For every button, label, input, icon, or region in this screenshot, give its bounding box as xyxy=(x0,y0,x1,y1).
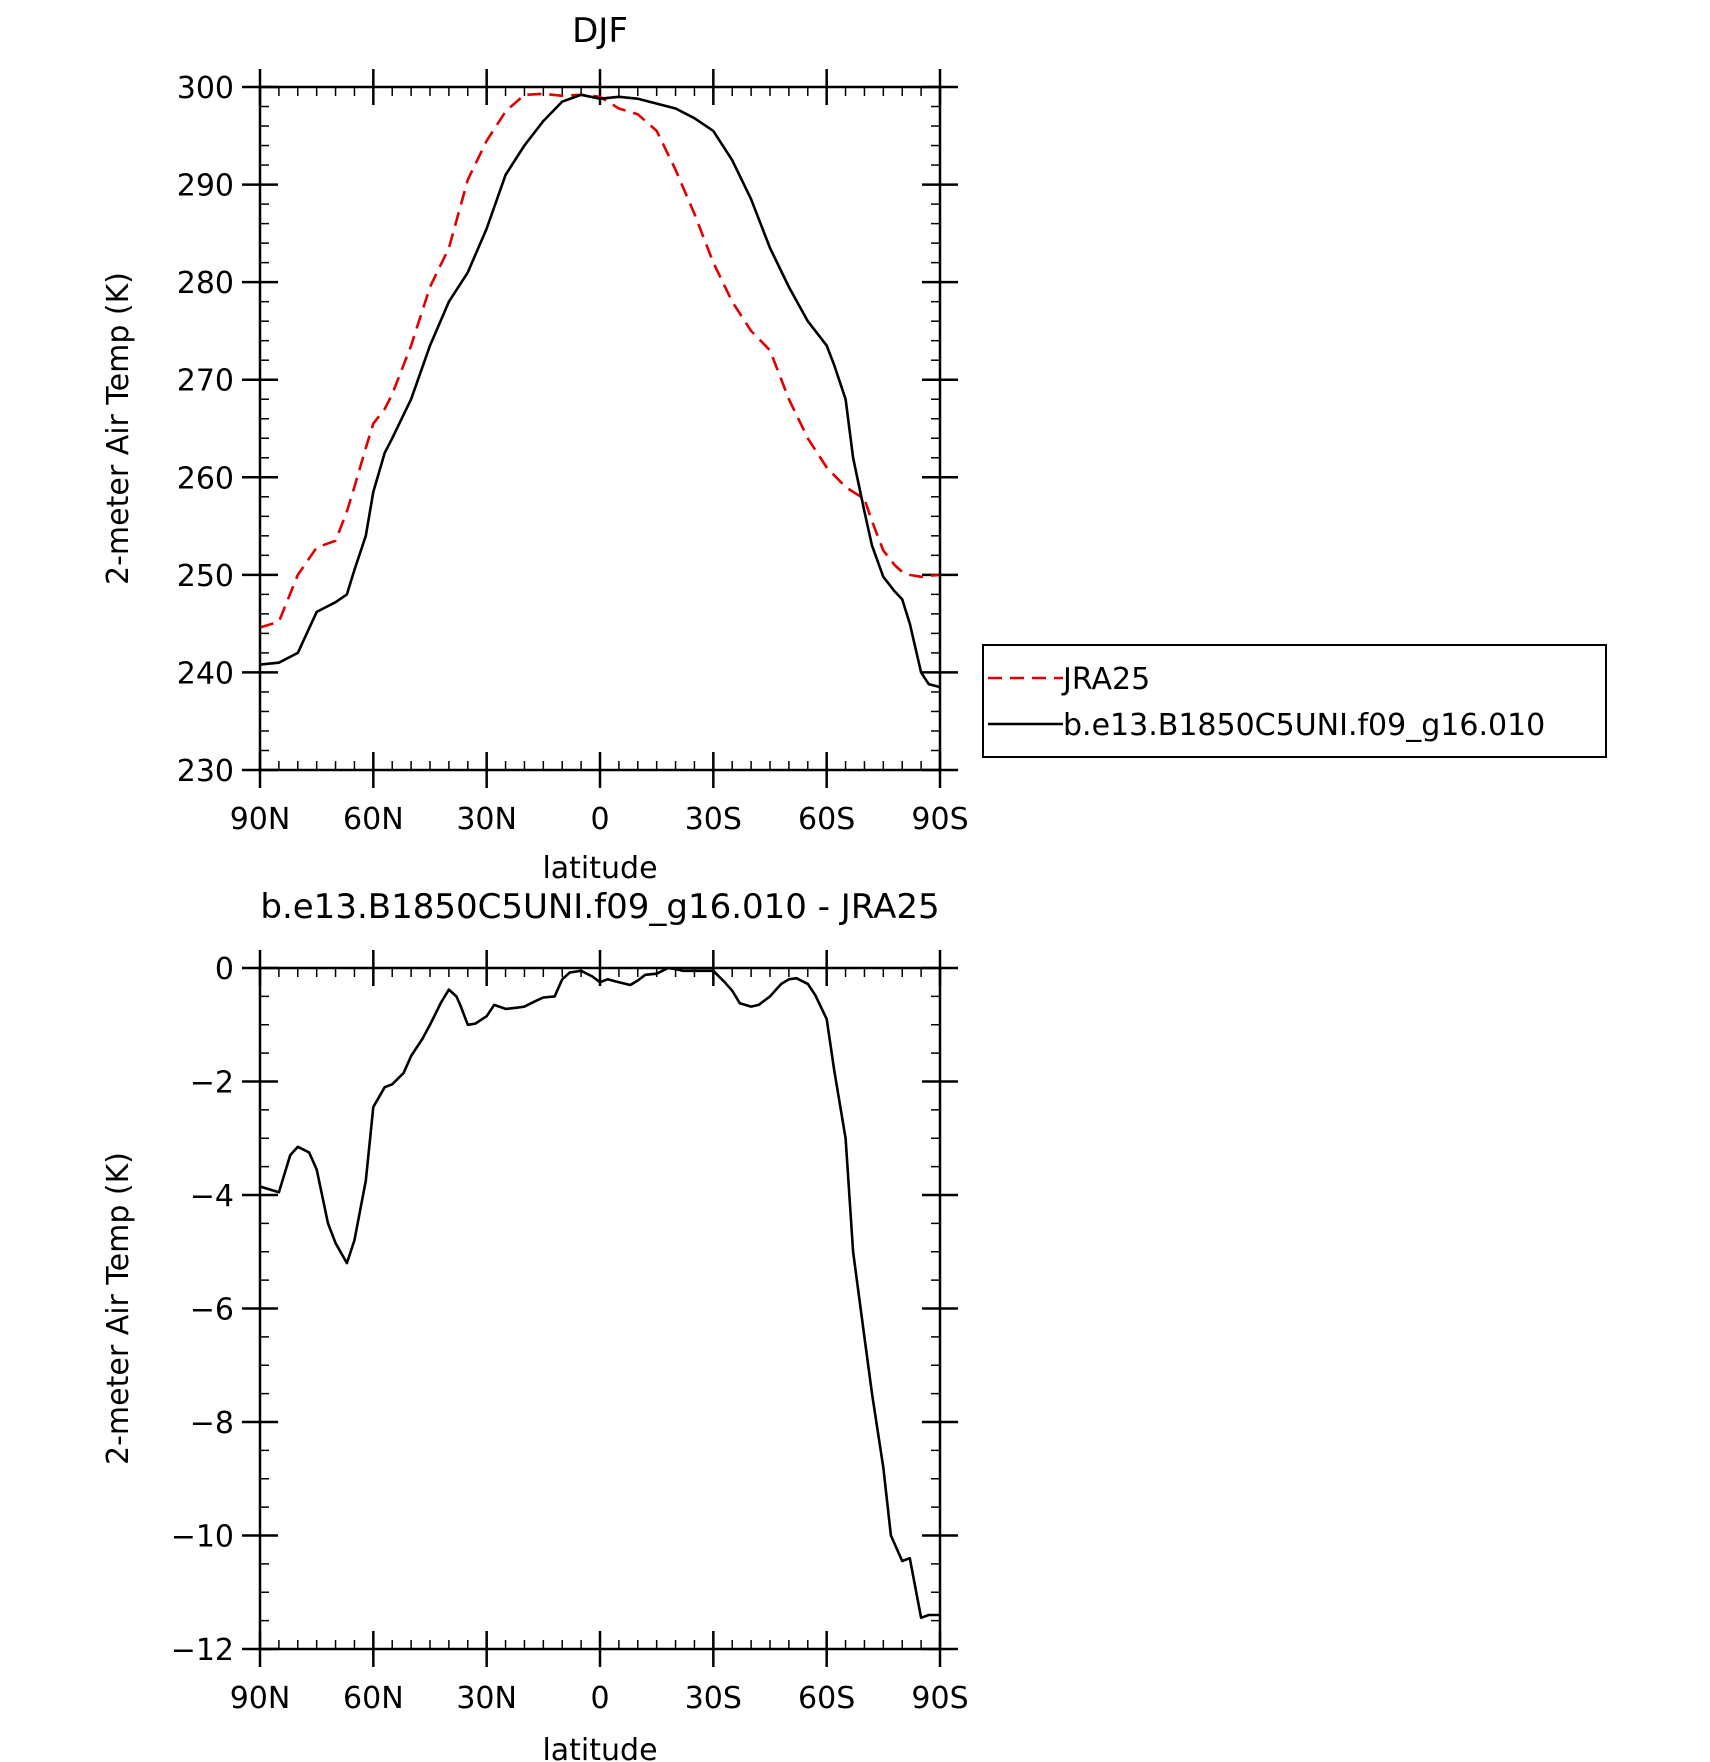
x-tick-label: 30S xyxy=(685,1681,742,1716)
plot-frame xyxy=(258,966,942,1651)
series-line-0 xyxy=(259,966,940,1620)
chart-title: DJF xyxy=(572,11,628,51)
y-tick-label: −6 xyxy=(190,1293,234,1328)
x-tick-label: 0 xyxy=(590,1681,609,1716)
x-tick-label: 30N xyxy=(456,1681,517,1716)
panel-top: DJF 300 290 280 270 260 250 240 230 90N 60N 30N 0 30S… xyxy=(101,11,1607,886)
y-tick-label: −8 xyxy=(190,1406,234,1441)
y-tick-label: 270 xyxy=(177,364,234,399)
y-tick-label: 280 xyxy=(177,266,234,301)
series-line-0 xyxy=(259,92,941,629)
plot-frame xyxy=(258,85,942,772)
y-tick-label: −10 xyxy=(171,1520,234,1555)
y-tick-label: −12 xyxy=(171,1633,234,1668)
x-tick-label: 60S xyxy=(798,1681,855,1716)
x-tick-label: 60N xyxy=(343,802,404,837)
y-tick-label: 0 xyxy=(215,952,234,987)
y-axis-label: 2-meter Air Temp (K) xyxy=(101,272,136,585)
y-tick-label: 230 xyxy=(177,754,234,789)
legend: JRA25 b.e13.B1850C5UNI.f09_g16.010 xyxy=(982,644,1607,758)
legend-box xyxy=(982,644,1607,758)
y-axis-label: 2-meter Air Temp (K) xyxy=(101,1152,136,1465)
x-axis-label: latitude xyxy=(542,1733,657,1762)
chart-title: b.e13.B1850C5UNI.f09_g16.010 - JRA25 xyxy=(260,887,939,927)
x-tick-label: 60S xyxy=(798,802,855,837)
legend-label-1: b.e13.B1850C5UNI.f09_g16.010 xyxy=(1063,708,1545,743)
x-tick-label: 30N xyxy=(456,802,517,837)
x-tick-label: 30S xyxy=(685,802,742,837)
series-line-1 xyxy=(259,93,941,689)
y-tick-label: 240 xyxy=(177,656,234,691)
x-tick-label: 90S xyxy=(911,802,968,837)
x-tick-label: 0 xyxy=(590,802,609,837)
y-tick-label: 250 xyxy=(177,559,234,594)
y-tick-label: −4 xyxy=(190,1179,234,1214)
y-tick-label: 290 xyxy=(177,169,234,204)
y-tick-label: −2 xyxy=(190,1066,234,1101)
y-tick-label: 260 xyxy=(177,461,234,496)
x-axis-label: latitude xyxy=(542,851,657,886)
x-tick-label: 90N xyxy=(230,1681,291,1716)
legend-label-0: JRA25 xyxy=(1061,662,1150,697)
panel-bottom: b.e13.B1850C5UNI.f09_g16.010 - JRA25 0 −2 −… xyxy=(101,887,969,1762)
y-tick-label: 300 xyxy=(177,71,234,106)
x-tick-label: 60N xyxy=(343,1681,404,1716)
x-tick-label: 90S xyxy=(911,1681,968,1716)
x-tick-label: 90N xyxy=(230,802,291,837)
